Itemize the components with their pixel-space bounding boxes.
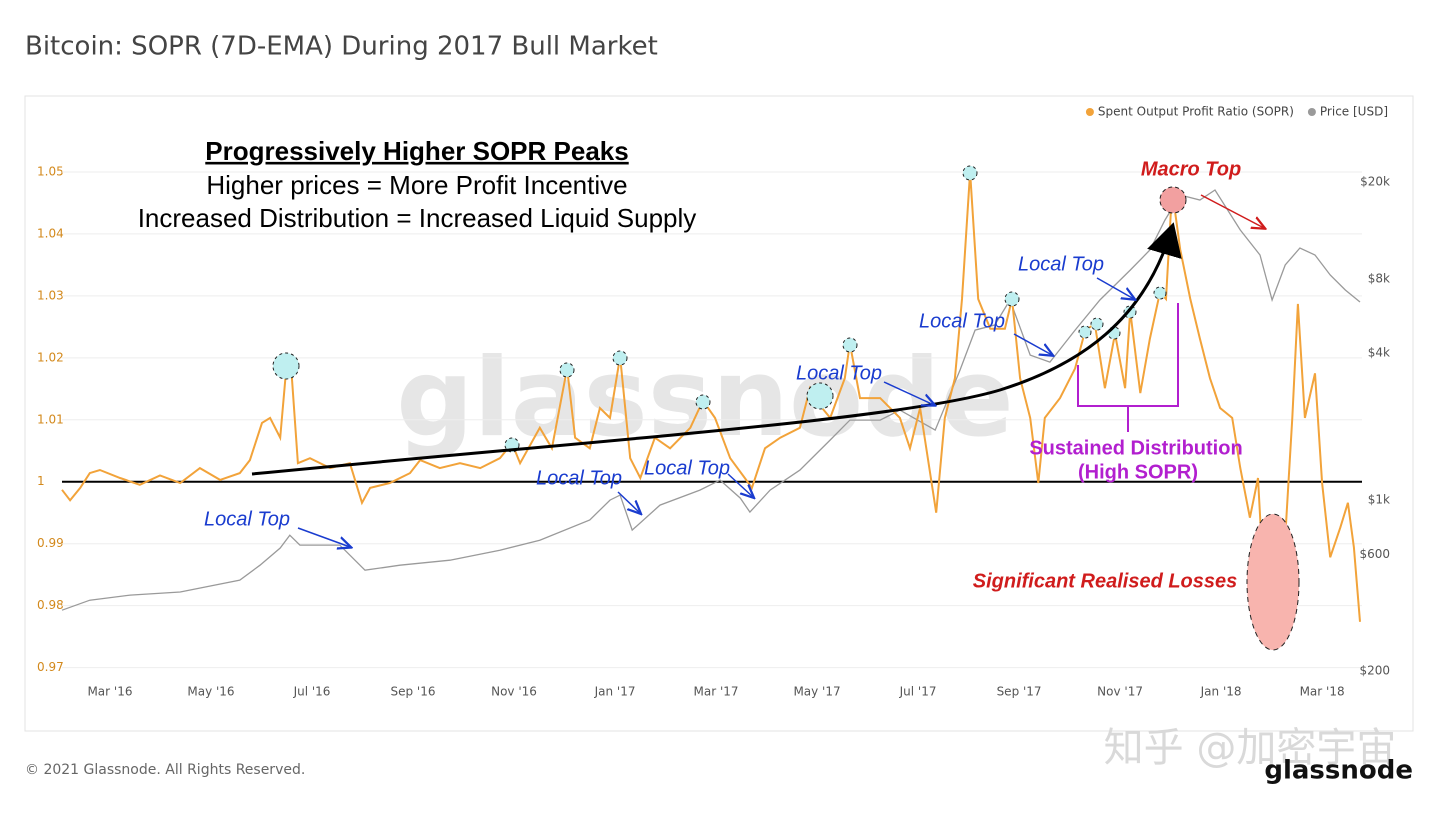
x-tick-label: Jan '17 — [594, 685, 636, 699]
local-top-arrows — [297, 277, 1134, 547]
peak-marker — [272, 352, 300, 380]
y-tick-label: 0.97 — [37, 660, 64, 674]
y2-tick-label: $200 — [1359, 664, 1390, 678]
peak-marker — [1004, 291, 1020, 307]
macro-top-arrow — [1200, 194, 1264, 228]
chart-title: Bitcoin: SOPR (7D-EMA) During 2017 Bull … — [25, 32, 658, 62]
y-tick-label: 0.99 — [37, 536, 64, 550]
arrow — [617, 491, 640, 513]
annotation: Significant Realised Losses — [973, 570, 1238, 592]
y2-tick-label: $20k — [1360, 174, 1390, 188]
peak-marker — [1090, 317, 1104, 331]
x-tick-label: Nov '17 — [1097, 685, 1143, 699]
peak-marker — [806, 382, 834, 410]
y2-tick-label: $4k — [1368, 345, 1390, 359]
y2-tick-label: $1k — [1368, 493, 1390, 507]
peak-highlights — [272, 165, 1167, 453]
x-tick-label: Sep '17 — [997, 685, 1042, 699]
x-tick-label: May '17 — [793, 685, 840, 699]
annotations-layer — [251, 165, 1300, 651]
y-tick-label: 1.01 — [37, 412, 64, 426]
peak-marker — [962, 165, 978, 181]
logo: glassnode — [1264, 756, 1413, 786]
x-tick-label: Jul '16 — [293, 685, 331, 699]
arrow — [1096, 277, 1134, 299]
annotation: Local Top — [204, 508, 290, 530]
annotation: Higher prices = More Profit Incentive — [206, 170, 627, 200]
y-tick-label: 0.98 — [37, 598, 64, 612]
y2-tick-label: $8k — [1368, 272, 1390, 286]
peak-marker — [612, 350, 628, 366]
loss-highlight — [1246, 513, 1300, 651]
legend-label: Price [USD] — [1320, 105, 1388, 119]
x-tick-label: Mar '17 — [694, 685, 739, 699]
peak-marker — [1078, 325, 1092, 339]
x-tick-label: Jan '18 — [1200, 685, 1242, 699]
y-tick-label: 1.02 — [37, 350, 64, 364]
peak-marker — [695, 394, 711, 410]
annotation: (High SOPR) — [1078, 461, 1198, 483]
macro-top-highlight — [1159, 186, 1187, 214]
peak-marker — [1153, 286, 1167, 300]
legend-swatch — [1307, 108, 1316, 116]
annotation: Local Top — [644, 457, 730, 479]
series-line — [61, 189, 1361, 611]
annotation: Local Top — [919, 310, 1005, 332]
y-tick-label: 1.03 — [37, 288, 64, 302]
legend-swatch — [1085, 108, 1094, 116]
annotation: Increased Distribution = Increased Liqui… — [138, 203, 697, 233]
x-tick-label: Mar '16 — [87, 685, 132, 699]
x-tick-label: May '16 — [187, 685, 234, 699]
x-tick-label: Jul '17 — [899, 685, 937, 699]
source-watermark: 知乎 @加密宇宙 — [1104, 725, 1397, 771]
x-tick-label: Mar '18 — [1300, 685, 1345, 699]
distribution-bracket — [1077, 303, 1179, 432]
annotation: Local Top — [1018, 253, 1104, 275]
y-tick-label: 1 — [37, 474, 45, 488]
y-tick-label: 1.05 — [37, 164, 64, 178]
x-tick-label: Sep '16 — [391, 685, 436, 699]
annotation: Sustained Distribution — [1029, 437, 1242, 459]
arrow — [1013, 333, 1052, 355]
y2-tick-label: $600 — [1359, 547, 1390, 561]
arrow — [883, 381, 934, 405]
annotation: Local Top — [796, 362, 882, 384]
x-tick-label: Nov '16 — [491, 685, 537, 699]
legend-label: Spent Output Profit Ratio (SOPR) — [1098, 105, 1294, 119]
footer: © 2021 Glassnode. All Rights Reserved. — [25, 762, 305, 778]
peak-marker — [559, 362, 575, 378]
peak-marker — [842, 337, 858, 353]
annotation: Macro Top — [1141, 158, 1241, 180]
arrow — [297, 527, 350, 547]
annotation: Local Top — [536, 467, 622, 489]
arrow — [727, 473, 753, 497]
annotation: Progressively Higher SOPR Peaks — [205, 136, 628, 166]
y-tick-label: 1.04 — [37, 226, 64, 240]
